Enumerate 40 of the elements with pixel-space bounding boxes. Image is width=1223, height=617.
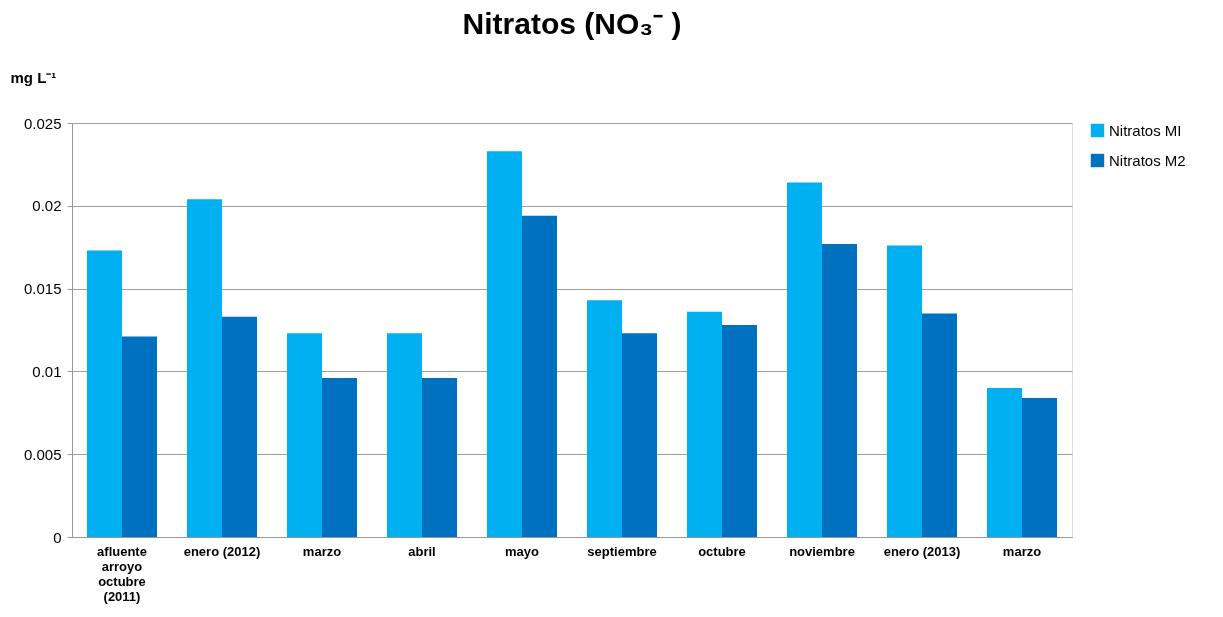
x-tick-label: enero (2013) <box>883 543 961 559</box>
y-tick-label: 0.01 <box>32 362 62 380</box>
x-tick-label: enero (2012) <box>183 543 261 559</box>
bar <box>722 325 757 537</box>
bar <box>422 378 457 537</box>
bar <box>922 313 957 537</box>
bar <box>587 300 622 537</box>
bar <box>822 243 857 537</box>
bar <box>787 182 822 537</box>
y-tick-label: 0.015 <box>23 280 62 298</box>
x-tick-label: afluente arroyo octubre (2011) <box>97 543 147 604</box>
y-tick-label: 0.02 <box>32 197 62 215</box>
bar <box>122 336 157 537</box>
x-tick-label: marzo <box>302 543 342 559</box>
x-tick-label: septiembre <box>587 543 657 559</box>
bar <box>287 333 322 537</box>
y-axis-title: mg L⁻¹ <box>10 68 57 86</box>
bar <box>387 333 422 537</box>
x-tick-label: abril <box>408 543 436 559</box>
bar <box>487 151 522 537</box>
chart-title: Nitratos (NO₃⁻ ) <box>462 7 682 40</box>
legend-label: Nitratos M2 <box>1109 151 1186 169</box>
x-tick-label: marzo <box>1002 543 1042 559</box>
bar <box>187 199 222 537</box>
bar <box>322 378 357 537</box>
y-tick-label: 0 <box>53 528 62 546</box>
bar <box>1022 397 1057 537</box>
bar <box>87 250 122 537</box>
bar <box>522 215 557 537</box>
x-tick-label: noviembre <box>789 543 855 559</box>
x-tick-label: octubre <box>698 543 746 559</box>
bar <box>222 316 257 537</box>
bar <box>887 245 922 537</box>
bar <box>687 311 722 537</box>
y-tick-label: 0.005 <box>23 445 62 463</box>
bar <box>987 387 1022 537</box>
bar <box>622 333 657 537</box>
y-tick-label: 0.025 <box>23 114 62 132</box>
legend-label: Nitratos MI <box>1109 121 1182 139</box>
x-tick-label: mayo <box>505 543 540 559</box>
